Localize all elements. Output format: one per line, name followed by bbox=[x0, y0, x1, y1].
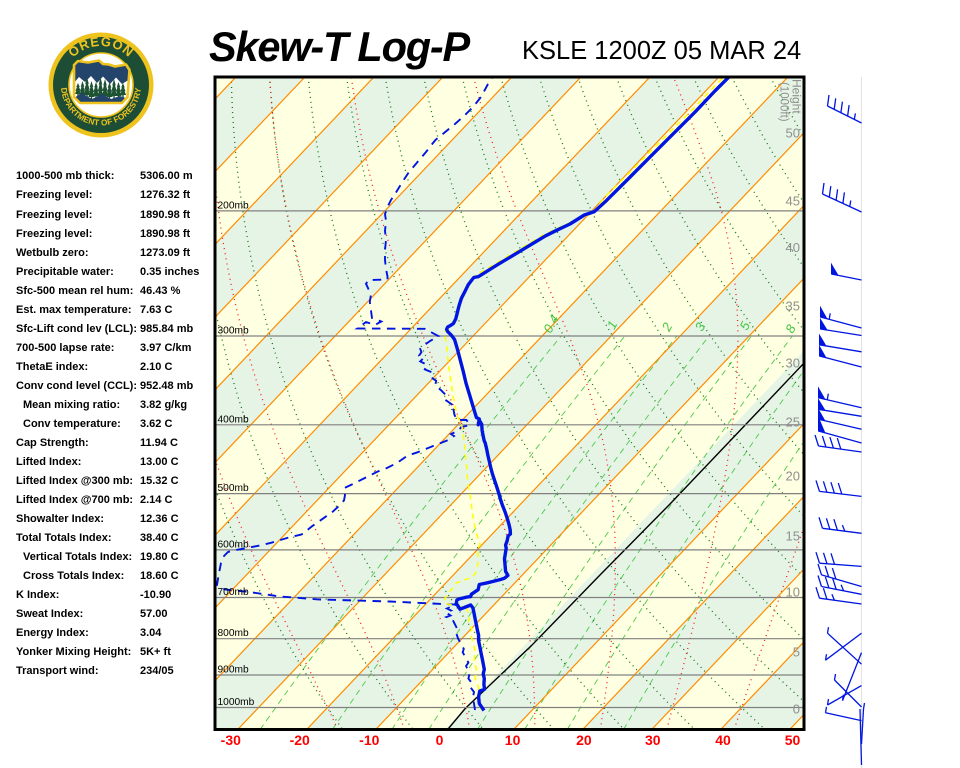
svg-text:15: 15 bbox=[786, 529, 800, 544]
svg-text:200mb: 200mb bbox=[218, 200, 249, 211]
svg-text:0: 0 bbox=[436, 732, 444, 748]
svg-text:800mb: 800mb bbox=[218, 628, 249, 639]
svg-text:20: 20 bbox=[786, 469, 800, 484]
svg-text:30: 30 bbox=[786, 356, 800, 371]
svg-text:35: 35 bbox=[786, 299, 800, 314]
svg-text:300mb: 300mb bbox=[218, 326, 249, 337]
svg-text:30: 30 bbox=[645, 732, 661, 748]
svg-text:600mb: 600mb bbox=[218, 539, 249, 550]
svg-text:5: 5 bbox=[793, 645, 800, 660]
svg-text:40: 40 bbox=[786, 240, 800, 255]
svg-text:700mb: 700mb bbox=[218, 587, 249, 598]
svg-text:500mb: 500mb bbox=[218, 483, 249, 494]
svg-text:50: 50 bbox=[786, 125, 800, 140]
svg-text:1000mb: 1000mb bbox=[218, 697, 255, 708]
svg-text:Height: Height bbox=[790, 79, 804, 114]
svg-text:10: 10 bbox=[505, 732, 521, 748]
svg-text:10: 10 bbox=[786, 585, 800, 600]
svg-text:-10: -10 bbox=[359, 732, 379, 748]
svg-text:400mb: 400mb bbox=[218, 414, 249, 425]
svg-text:-30: -30 bbox=[221, 732, 241, 748]
svg-text:50: 50 bbox=[785, 732, 801, 748]
svg-text:45: 45 bbox=[786, 194, 800, 209]
svg-text:0: 0 bbox=[793, 702, 800, 717]
svg-text:0.4: 0.4 bbox=[540, 312, 562, 335]
svg-text:(1000ft): (1000ft) bbox=[778, 82, 790, 122]
svg-text:25: 25 bbox=[786, 415, 800, 430]
svg-text:40: 40 bbox=[715, 732, 731, 748]
svg-text:20: 20 bbox=[576, 732, 592, 748]
svg-text:900mb: 900mb bbox=[218, 665, 249, 676]
svg-text:-20: -20 bbox=[290, 732, 310, 748]
